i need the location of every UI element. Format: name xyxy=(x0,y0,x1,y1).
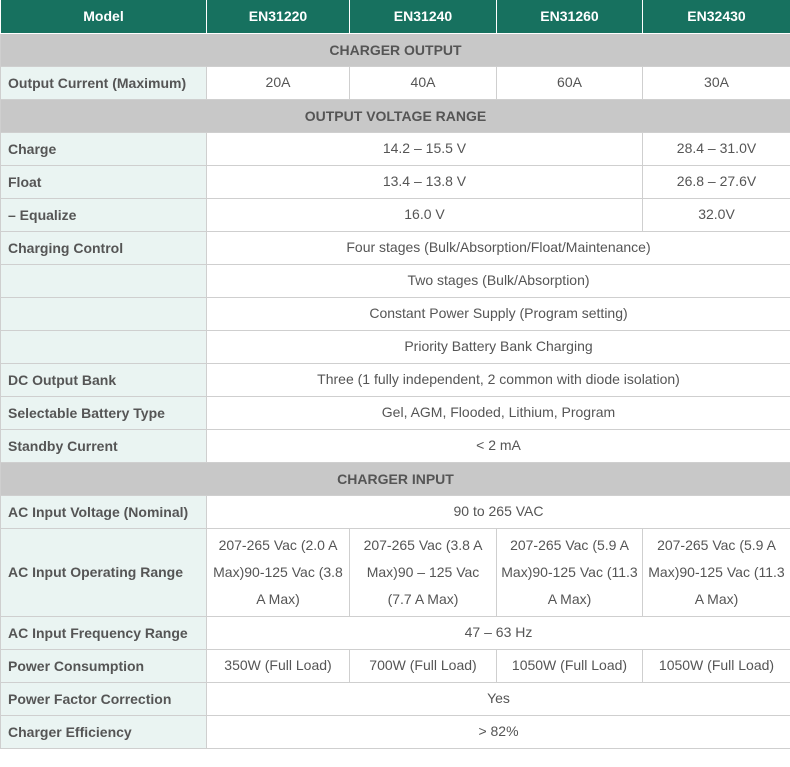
row-label: Selectable Battery Type xyxy=(0,395,207,430)
row-label xyxy=(0,296,207,331)
table-row: Charging Control Four stages (Bulk/Absorp… xyxy=(0,230,790,265)
table-row: Priority Battery Bank Charging xyxy=(0,329,790,364)
table-row: Power Factor Correction Yes xyxy=(0,681,790,716)
row-value: 40A xyxy=(349,65,497,100)
row-label: Power Consumption xyxy=(0,648,207,683)
row-label: Power Factor Correction xyxy=(0,681,207,716)
row-label: AC Input Frequency Range xyxy=(0,615,207,650)
row-value: 26.8 – 27.6V xyxy=(642,164,790,199)
row-value: 13.4 – 13.8 V xyxy=(206,164,643,199)
row-label: Float xyxy=(0,164,207,199)
table-row: AC Input Operating Range 207-265 Vac (2.0… xyxy=(0,527,790,617)
section-row: CHARGER OUTPUT xyxy=(0,32,790,67)
row-value: Yes xyxy=(206,681,790,716)
section-heading: CHARGER INPUT xyxy=(0,461,790,496)
row-value: 60A xyxy=(496,65,643,100)
table-row: Charge 14.2 – 15.5 V 28.4 – 31.0V xyxy=(0,131,790,166)
section-heading: OUTPUT VOLTAGE RANGE xyxy=(0,98,790,133)
section-row: OUTPUT VOLTAGE RANGE xyxy=(0,98,790,133)
row-value: 90 to 265 VAC xyxy=(206,494,790,529)
header-en31240: EN31240 xyxy=(349,0,497,34)
row-value: 28.4 – 31.0V xyxy=(642,131,790,166)
row-label: Charge xyxy=(0,131,207,166)
row-label: Charger Efficiency xyxy=(0,714,207,749)
row-label: AC Input Operating Range xyxy=(0,527,207,617)
row-label: DC Output Bank xyxy=(0,362,207,397)
row-value: 700W (Full Load) xyxy=(349,648,497,683)
table-row: Two stages (Bulk/Absorption) xyxy=(0,263,790,298)
row-value: 14.2 – 15.5 V xyxy=(206,131,643,166)
table-row: Standby Current < 2 mA xyxy=(0,428,790,463)
table-row: DC Output Bank Three (1 fully independent… xyxy=(0,362,790,397)
table-row: Constant Power Supply (Program setting) xyxy=(0,296,790,331)
row-value: 20A xyxy=(206,65,350,100)
table-row: Float 13.4 – 13.8 V 26.8 – 27.6V xyxy=(0,164,790,199)
table-row: Power Consumption 350W (Full Load) 700W (F… xyxy=(0,648,790,683)
table-row: Output Current (Maximum) 20A 40A 60A 30A xyxy=(0,65,790,100)
row-value: < 2 mA xyxy=(206,428,790,463)
row-value: Four stages (Bulk/Absorption/Float/Maint… xyxy=(206,230,790,265)
row-value: 1050W (Full Load) xyxy=(496,648,643,683)
row-value: 207-265 Vac (3.8 A Max)90 – 125 Vac (7.7… xyxy=(349,527,497,617)
section-row: CHARGER INPUT xyxy=(0,461,790,496)
row-value: 32.0V xyxy=(642,197,790,232)
row-value: 350W (Full Load) xyxy=(206,648,350,683)
row-label: – Equalize xyxy=(0,197,207,232)
row-label: Standby Current xyxy=(0,428,207,463)
row-value: 207-265 Vac (5.9 A Max)90-125 Vac (11.3 … xyxy=(642,527,790,617)
header-en31220: EN31220 xyxy=(206,0,350,34)
row-value: 207-265 Vac (5.9 A Max)90-125 Vac (11.3 … xyxy=(496,527,643,617)
row-value: 16.0 V xyxy=(206,197,643,232)
row-value: Gel, AGM, Flooded, Lithium, Program xyxy=(206,395,790,430)
header-row: Model EN31220 EN31240 EN31260 EN32430 xyxy=(0,0,790,34)
row-label: Charging Control xyxy=(0,230,207,265)
row-label xyxy=(0,263,207,298)
table-row: AC Input Frequency Range 47 – 63 Hz xyxy=(0,615,790,650)
table-row: Charger Efficiency > 82% xyxy=(0,714,790,749)
table-row: – Equalize 16.0 V 32.0V xyxy=(0,197,790,232)
row-value: > 82% xyxy=(206,714,790,749)
table-body: CHARGER OUTPUT Output Current (Maximum) 20… xyxy=(0,32,790,749)
row-value: 1050W (Full Load) xyxy=(642,648,790,683)
row-label xyxy=(0,329,207,364)
table-row: Selectable Battery Type Gel, AGM, Flooded… xyxy=(0,395,790,430)
row-value: Constant Power Supply (Program setting) xyxy=(206,296,790,331)
row-label: AC Input Voltage (Nominal) xyxy=(0,494,207,529)
row-value: 47 – 63 Hz xyxy=(206,615,790,650)
row-value: 207-265 Vac (2.0 A Max)90-125 Vac (3.8 A… xyxy=(206,527,350,617)
header-en32430: EN32430 xyxy=(642,0,790,34)
row-value: 30A xyxy=(642,65,790,100)
row-value: Three (1 fully independent, 2 common wit… xyxy=(206,362,790,397)
row-label: Output Current (Maximum) xyxy=(0,65,207,100)
header-model: Model xyxy=(0,0,207,34)
table-row: AC Input Voltage (Nominal) 90 to 265 VAC xyxy=(0,494,790,529)
spec-table: Model EN31220 EN31240 EN31260 EN32430 CH… xyxy=(0,0,790,749)
section-heading: CHARGER OUTPUT xyxy=(0,32,790,67)
row-value: Two stages (Bulk/Absorption) xyxy=(206,263,790,298)
header-en31260: EN31260 xyxy=(496,0,643,34)
row-value: Priority Battery Bank Charging xyxy=(206,329,790,364)
